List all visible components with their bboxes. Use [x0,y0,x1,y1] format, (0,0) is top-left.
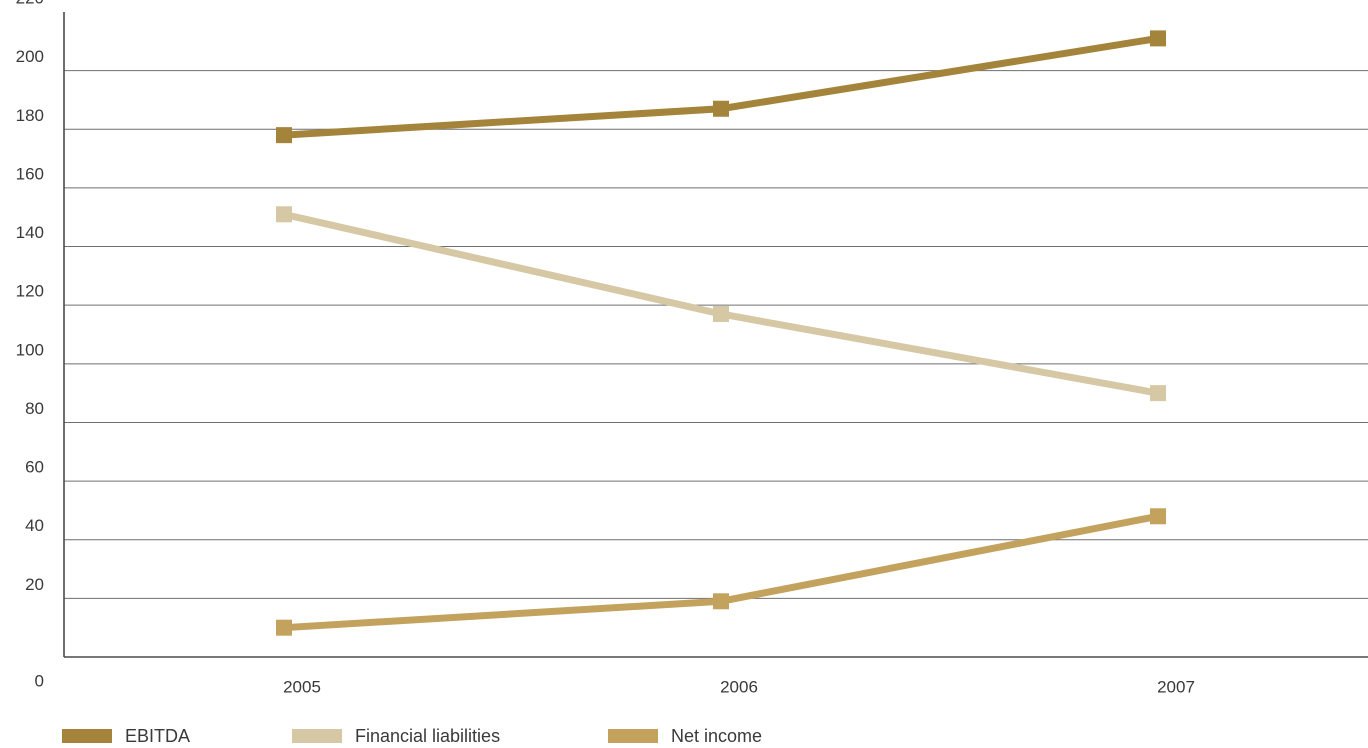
legend-swatch-financial-liabilities [292,729,342,743]
legend-label-financial-liabilities: Financial liabilities [355,726,501,746]
x-tick-label-2007: 2007 [1157,677,1195,696]
x-axis-ticks: 2005 2006 2007 [283,677,1195,696]
legend-label-ebitda: EBITDA [125,726,191,746]
legend: EBITDA Financial liabilities Net income [0,724,1368,748]
y-tick-label-220: 220 [16,0,44,7]
data-point-0-2007 [1150,30,1166,47]
series-net-income [276,508,1166,636]
legend-item-financial-liabilities: Financial liabilities [292,724,500,748]
legend-label-net-income: Net income [671,726,763,746]
y-tick-label-100: 100 [16,340,44,359]
y-tick-label-40: 40 [25,516,44,535]
y-tick-label-160: 160 [16,164,44,183]
y-tick-label-140: 140 [16,223,44,242]
data-point-0-2005 [276,127,292,144]
legend-swatch-ebitda [62,729,112,743]
y-tick-label-80: 80 [25,399,44,418]
data-point-2-2006 [713,593,729,610]
y-axis-ticks: 0 20 40 60 80 100 120 140 160 180 200 220 [16,0,44,690]
data-point-1-2005 [276,206,292,223]
y-tick-label-180: 180 [16,106,44,125]
y-tick-label-200: 200 [16,47,44,66]
x-tick-label-2006: 2006 [720,677,758,696]
series-line-2 [283,512,1159,632]
y-tick-label-20: 20 [25,575,44,594]
gridlines [64,70,1368,599]
axes [63,12,1368,658]
data-point-2-2007 [1150,508,1166,525]
series-financial-liabilities [276,206,1166,402]
data-point-1-2006 [713,305,729,322]
series-ebitda [276,30,1166,144]
series-group [276,30,1166,636]
y-tick-label-0: 0 [35,671,44,690]
legend-item-ebitda: EBITDA [62,724,190,748]
y-tick-label-120: 120 [16,282,44,301]
data-point-0-2006 [713,100,729,117]
line-chart: 020406080100120140160180200220 200520062… [16,0,1368,696]
legend-swatch-net-income [608,729,658,743]
y-tick-label-60: 60 [25,458,44,477]
data-point-2-2005 [276,619,292,636]
series-line-1 [283,210,1159,397]
data-point-1-2007 [1150,385,1166,402]
x-tick-label-2005: 2005 [283,677,321,696]
legend-item-net-income: Net income [608,724,762,748]
series-line-0 [283,34,1159,139]
